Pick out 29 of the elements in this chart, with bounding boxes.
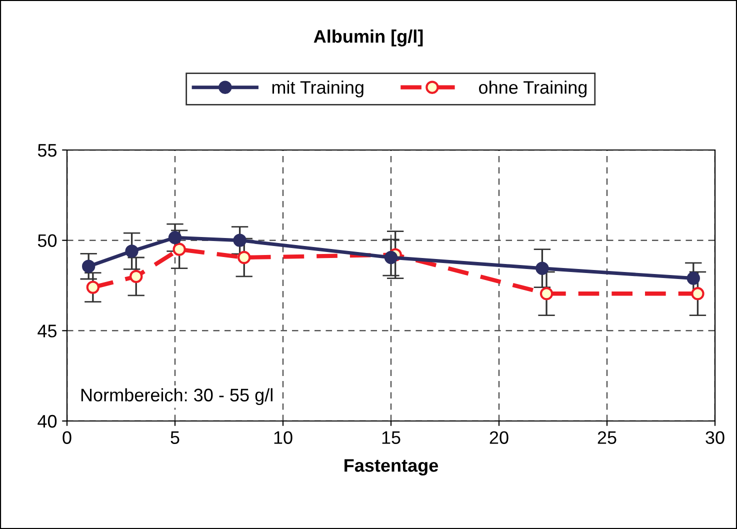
point	[691, 287, 704, 300]
point	[86, 280, 100, 294]
y-tick-label: 40	[38, 414, 57, 428]
x-axis-title: Fastentage	[344, 459, 438, 476]
point	[384, 250, 398, 264]
point	[125, 244, 138, 258]
y-tick-label: 50	[38, 234, 57, 248]
point	[536, 262, 549, 275]
point	[130, 270, 143, 284]
point	[172, 242, 186, 256]
y-tick-label: 45	[38, 324, 57, 338]
x-tick-label: 25	[598, 431, 616, 444]
x-tick-label: 0	[62, 431, 72, 444]
point	[168, 231, 182, 244]
y-tick-label: 55	[38, 144, 57, 157]
chart-title: Albumin [g/l]	[314, 30, 423, 46]
x-tick-label: 10	[274, 431, 292, 444]
x-tick-label: 20	[490, 431, 508, 444]
point	[540, 287, 554, 300]
point	[238, 250, 251, 264]
x-tick-label: 5	[170, 431, 180, 444]
point	[82, 260, 96, 273]
legend-label: mit Training	[272, 80, 364, 98]
point	[233, 234, 246, 247]
annotation: Normbereich: 30 - 55 g/l	[81, 388, 272, 406]
x-tick-label: 15	[382, 431, 400, 444]
x-tick-label: 30	[706, 431, 724, 444]
point	[686, 272, 700, 285]
legend-label: ohne Training	[479, 80, 587, 98]
